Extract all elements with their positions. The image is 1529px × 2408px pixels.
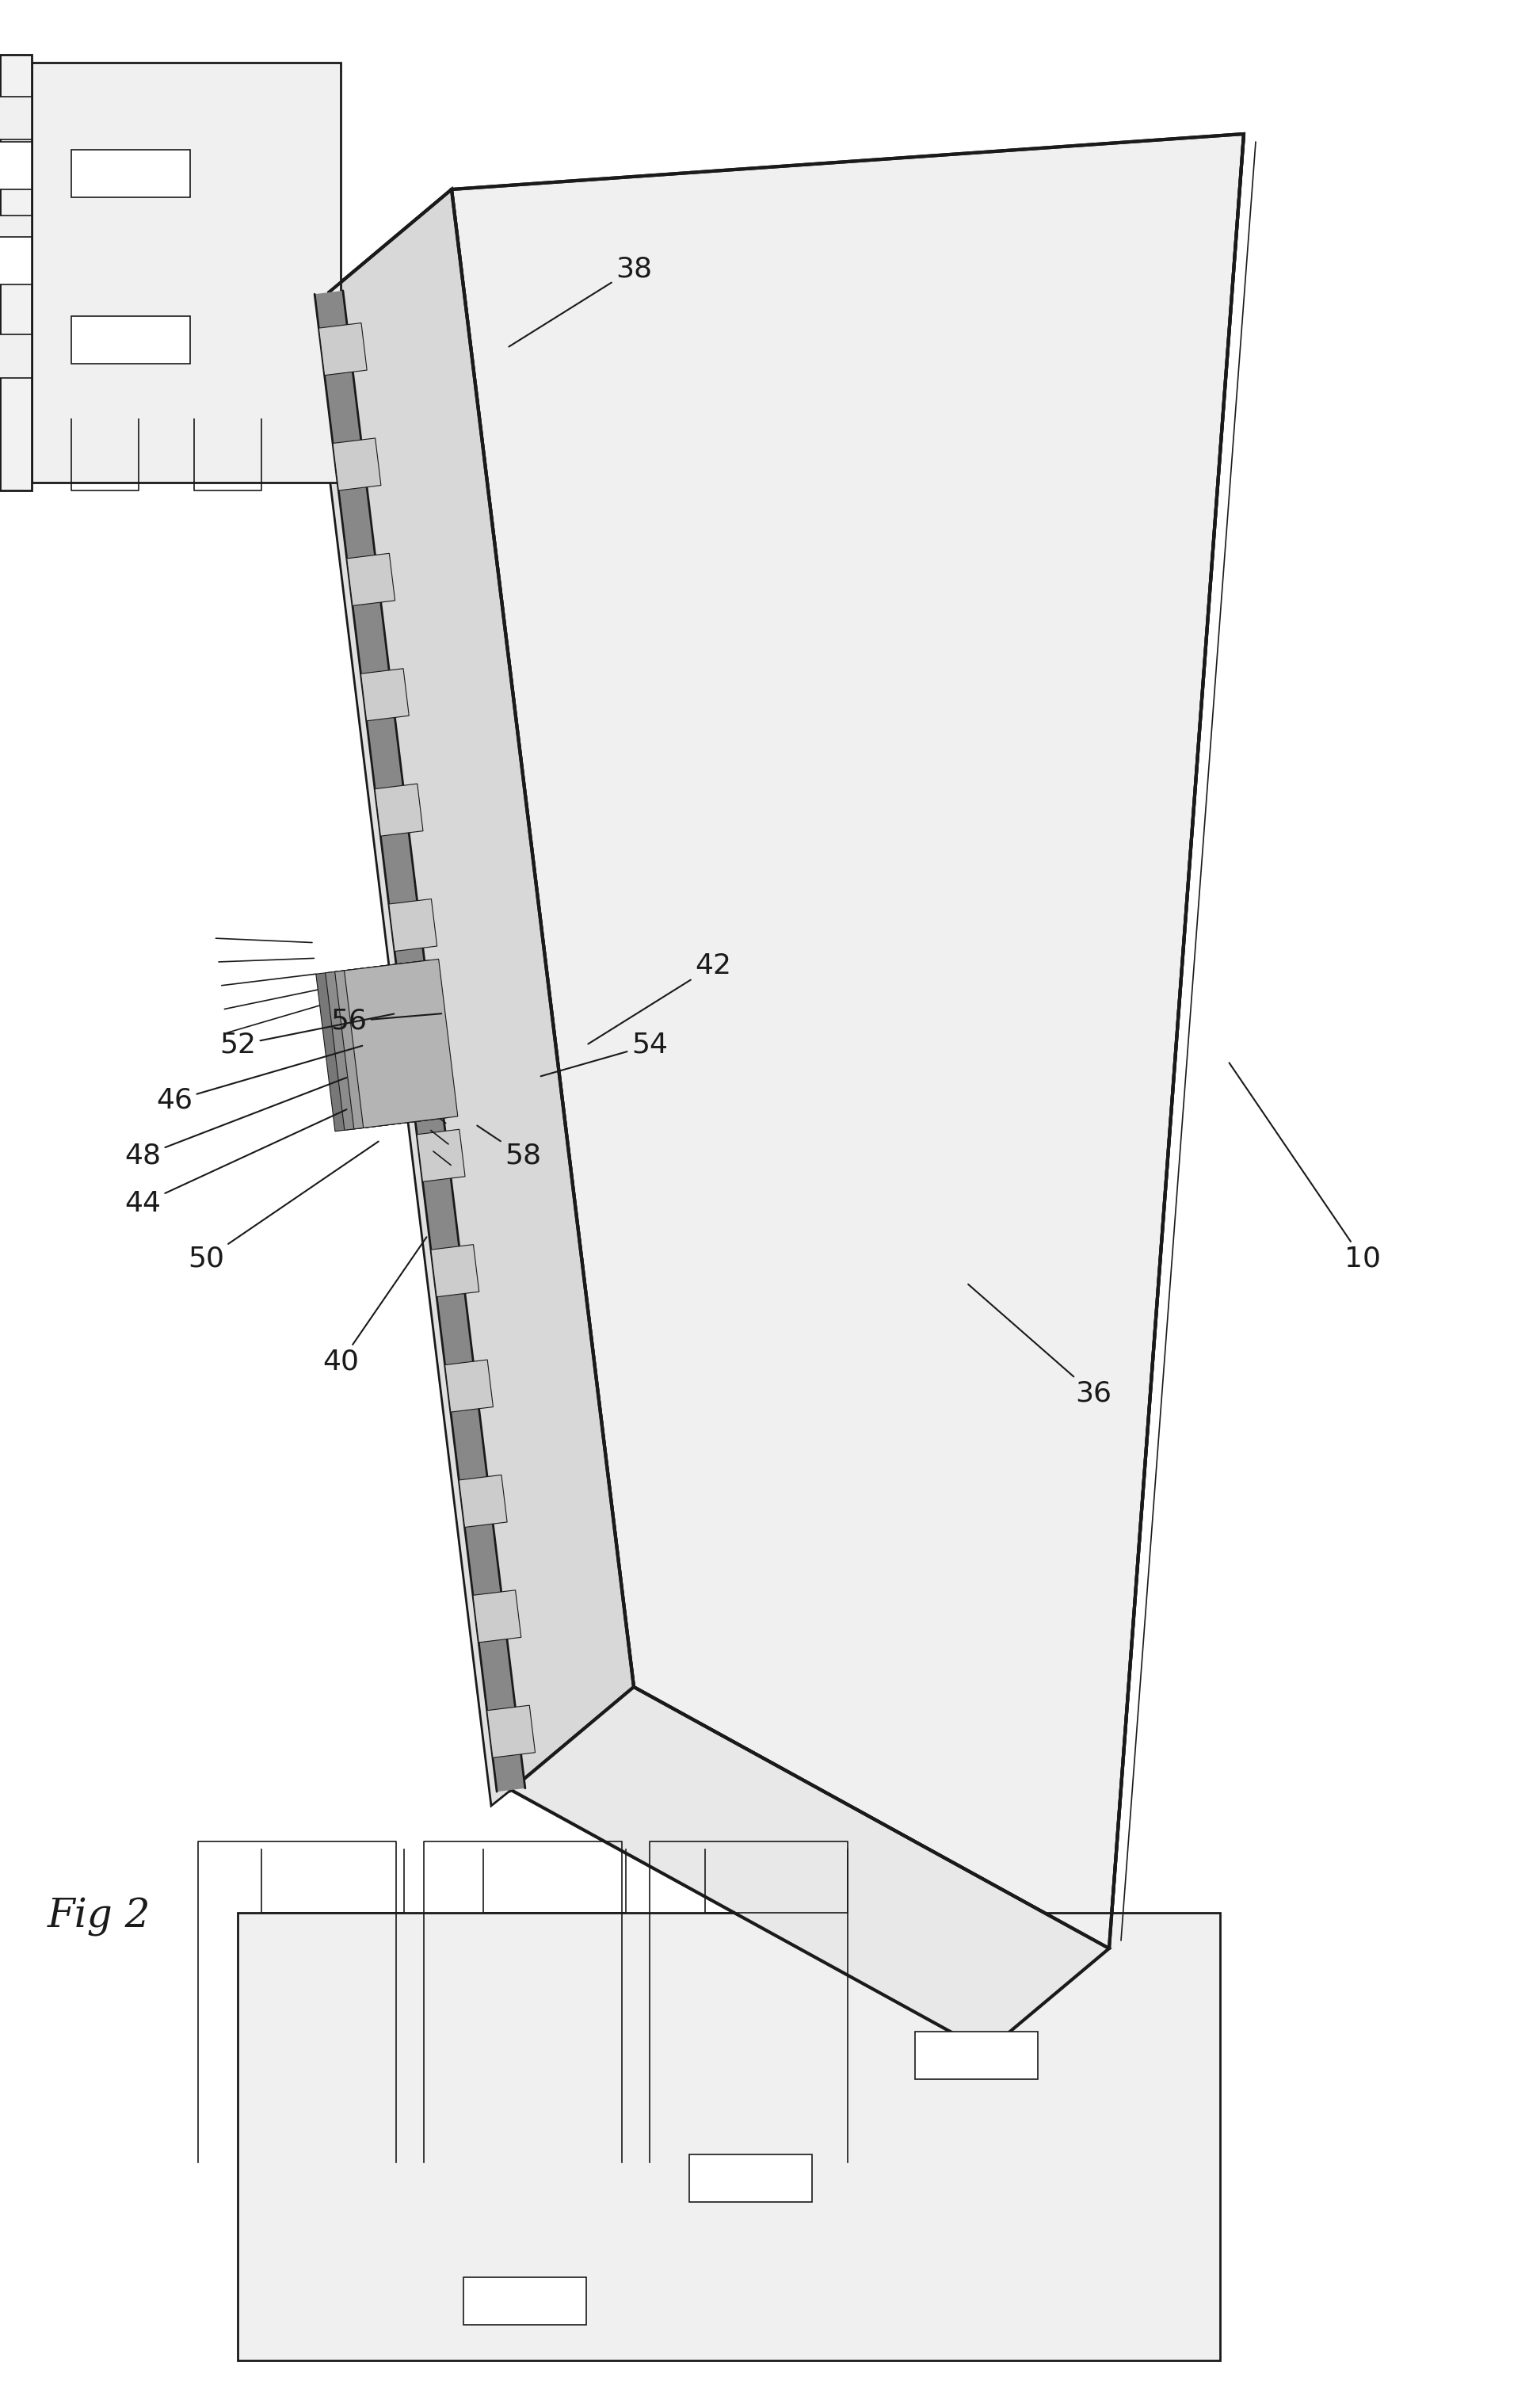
Polygon shape	[0, 142, 32, 190]
Polygon shape	[417, 1129, 465, 1182]
Text: 40: 40	[323, 1238, 427, 1375]
Polygon shape	[431, 1245, 479, 1298]
Polygon shape	[361, 669, 408, 720]
Text: 46: 46	[156, 1045, 362, 1115]
Polygon shape	[445, 1361, 492, 1411]
Polygon shape	[347, 554, 394, 607]
Polygon shape	[0, 335, 32, 378]
Text: 10: 10	[1229, 1062, 1381, 1271]
Text: 58: 58	[477, 1125, 541, 1170]
Polygon shape	[0, 214, 32, 258]
Polygon shape	[690, 2155, 812, 2201]
Text: Fig 2: Fig 2	[47, 1898, 151, 1936]
Polygon shape	[451, 135, 1243, 1948]
Polygon shape	[0, 55, 32, 491]
Text: 48: 48	[124, 1079, 347, 1170]
Polygon shape	[329, 190, 633, 1789]
Polygon shape	[463, 2278, 586, 2324]
Polygon shape	[72, 315, 190, 364]
Polygon shape	[459, 1476, 508, 1527]
Polygon shape	[237, 1912, 1220, 2360]
Polygon shape	[375, 783, 424, 836]
Polygon shape	[335, 961, 448, 1129]
Text: 42: 42	[587, 954, 731, 1045]
Polygon shape	[472, 1589, 521, 1642]
Text: 38: 38	[509, 255, 651, 347]
Polygon shape	[326, 961, 439, 1129]
Polygon shape	[333, 438, 381, 491]
Polygon shape	[0, 96, 32, 140]
Text: 52: 52	[219, 1014, 394, 1060]
Polygon shape	[486, 1705, 535, 1758]
Polygon shape	[309, 291, 511, 1806]
Polygon shape	[511, 1688, 1109, 2052]
Polygon shape	[315, 291, 524, 1792]
Text: 44: 44	[124, 1110, 347, 1216]
Polygon shape	[914, 2032, 1037, 2078]
Text: 56: 56	[330, 1009, 442, 1035]
Polygon shape	[72, 149, 190, 197]
Polygon shape	[0, 236, 32, 284]
Polygon shape	[32, 63, 341, 482]
Polygon shape	[388, 898, 437, 951]
Text: 50: 50	[188, 1141, 378, 1271]
Text: 36: 36	[968, 1283, 1112, 1406]
Text: 54: 54	[541, 1031, 668, 1076]
Polygon shape	[318, 323, 367, 376]
Polygon shape	[344, 958, 457, 1127]
Polygon shape	[317, 963, 430, 1132]
